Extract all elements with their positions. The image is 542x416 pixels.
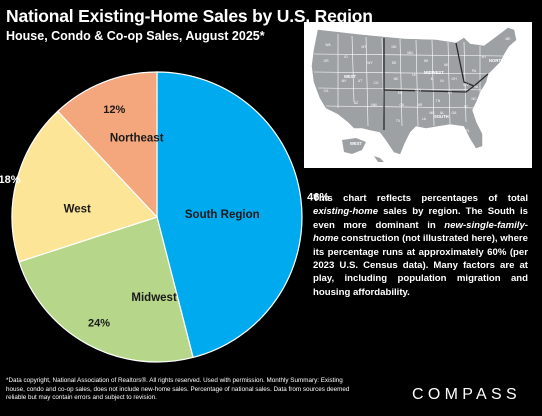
- region-borders: [383, 38, 489, 130]
- state-label: MN: [407, 51, 413, 55]
- state-label: SC: [464, 105, 469, 109]
- map-region-south: SOUTH: [434, 114, 449, 119]
- chart-title: National Existing-Home Sales by U.S. Reg…: [6, 6, 373, 26]
- map-region-northeast: NORTHEAST: [489, 58, 515, 63]
- state-label: NE: [394, 77, 399, 81]
- slice-name-label: Midwest: [131, 292, 177, 304]
- pie-slice-west: [11, 110, 159, 263]
- slice-name-label: West: [64, 203, 91, 215]
- map-region-west: WEST: [344, 74, 357, 79]
- state-label: AL: [440, 111, 444, 115]
- slice-value-label: 46%: [307, 192, 329, 204]
- state-label: PA: [472, 69, 477, 73]
- state-label: LA: [422, 117, 427, 121]
- description-part: This chart reflects percentages of total: [313, 193, 528, 204]
- state-label: KY: [448, 91, 453, 95]
- state-label: TX: [396, 119, 401, 123]
- state-label: MI: [444, 63, 448, 67]
- state-label: WY: [367, 61, 373, 65]
- map-region-midwest: MIDWEST: [424, 70, 444, 75]
- state-label: MT: [362, 45, 367, 49]
- hawaii-shape: [374, 156, 384, 162]
- state-label: MO: [415, 89, 421, 93]
- state-label: FL: [466, 129, 470, 133]
- state-label: IN: [440, 79, 444, 83]
- slice-value-label: 24%: [88, 317, 110, 329]
- state-label: WA: [325, 43, 331, 47]
- state-label: NY: [482, 55, 487, 59]
- state-label: WI: [424, 59, 428, 63]
- state-label: OR: [323, 59, 329, 63]
- alaska-shape: [342, 138, 366, 154]
- pie-slice-midwest: [18, 216, 194, 363]
- state-label: OH: [451, 77, 457, 81]
- footnote: *Data copyright, National Association of…: [6, 377, 350, 402]
- slice-value-label: 18%: [0, 174, 21, 186]
- state-label: ID: [344, 55, 348, 59]
- state-label: ND: [392, 45, 397, 49]
- state-label: NV: [342, 79, 347, 83]
- state-label: GA: [452, 111, 458, 115]
- pie-slice-northeast: [56, 71, 158, 219]
- state-label: IA: [412, 73, 416, 77]
- state-label: SD: [392, 61, 397, 65]
- state-label: TN: [436, 99, 441, 103]
- state-label: OK: [400, 103, 406, 107]
- chart-subtitle: House, Condo & Co-op Sales, August 2025*: [6, 29, 265, 43]
- state-label: IL: [431, 77, 434, 81]
- state-label: AR: [418, 103, 423, 107]
- state-label: CA: [324, 89, 329, 93]
- state-borders: [313, 34, 505, 131]
- slice-value-label: 12%: [103, 104, 125, 116]
- state-label: AZ: [354, 101, 358, 105]
- slice-name-label: South Region: [185, 209, 260, 221]
- pie-slice-south-region: [156, 71, 303, 359]
- state-label: KS: [398, 91, 403, 95]
- state-label: ME: [505, 37, 511, 41]
- state-label: NM: [371, 103, 376, 107]
- description-text: This chart reflects percentages of total…: [313, 192, 528, 299]
- slice-name-label: Northeast: [110, 132, 164, 144]
- compass-logo: COMPASS: [412, 386, 521, 403]
- state-label: MS: [429, 111, 435, 115]
- state-label: WV: [463, 83, 469, 87]
- description-part: construction (not illustrated here), whe…: [313, 233, 528, 298]
- state-label: UT: [358, 79, 363, 83]
- state-label: CO: [373, 81, 378, 85]
- state-label: NC: [472, 97, 477, 101]
- map-region-west-inset: WEST: [350, 141, 363, 146]
- description-emphasis: existing-home: [313, 206, 379, 218]
- us-region-map: WEST MIDWEST NORTHEAST SOUTH WEST WA OR …: [304, 22, 532, 168]
- description-part: sales by region. The South is even more …: [313, 206, 528, 231]
- state-label: VA: [474, 85, 479, 89]
- description-emphasis: new-single-family-home: [313, 219, 528, 245]
